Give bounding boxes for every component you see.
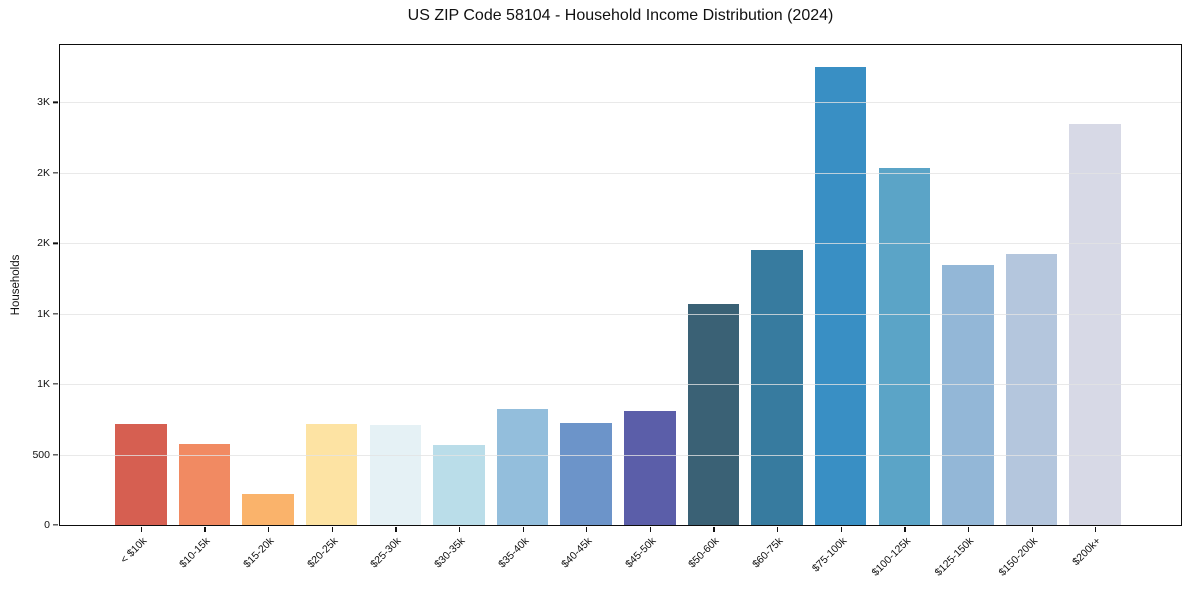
x-tick-label: $200k+ <box>1070 535 1104 569</box>
bar-slot: $150-200k <box>996 45 1064 579</box>
bar-slot: $25-30k <box>364 45 428 570</box>
bar-slot: $125-150k <box>933 45 1000 579</box>
y-tick-label: 0 <box>44 519 50 531</box>
bar <box>751 250 803 525</box>
x-tick-label: $150-200k <box>996 535 1041 579</box>
x-tick-label: $40-45k <box>559 535 595 571</box>
y-tick-mark <box>53 524 59 526</box>
bar <box>814 67 867 525</box>
y-tick-label: 3K <box>37 96 50 109</box>
y-tick-label: 500 <box>32 448 50 461</box>
bar-slot: < $10k <box>109 45 173 566</box>
bar-slot: $20-25k <box>300 45 364 570</box>
y-tick-mark <box>53 383 59 385</box>
bar-slot: $200k+ <box>1063 45 1127 568</box>
x-tick-mark <box>777 526 779 532</box>
bar <box>242 493 294 525</box>
x-tick-label: $50-60k <box>686 535 722 571</box>
bar <box>624 411 676 525</box>
x-tick-mark <box>649 526 652 532</box>
x-tick-label: $75-100k <box>809 535 850 575</box>
x-tick-label: $35-40k <box>495 535 532 571</box>
bar <box>369 425 422 525</box>
bar-slot: $10-15k <box>173 45 237 570</box>
bar-series: < $10k $10-15k $15-20k $20-25k $25-30k $30-35… <box>60 45 1181 579</box>
bar <box>560 422 612 525</box>
x-tick-mark <box>268 526 270 532</box>
x-tick-mark <box>522 526 524 532</box>
bar <box>1005 253 1058 525</box>
x-tick-label: $15-20k <box>241 535 277 571</box>
y-tick-mark <box>53 172 59 174</box>
x-tick-mark <box>586 526 588 532</box>
bar-slot: $50-60k <box>682 45 746 570</box>
y-tick-mark <box>53 242 59 244</box>
y-tick-mark <box>53 453 59 456</box>
chart-title: US ZIP Code 58104 - Household Income Dis… <box>407 7 834 24</box>
x-tick-mark <box>1095 526 1097 532</box>
x-tick-label: $25-30k <box>368 535 404 571</box>
x-tick-label: $125-150k <box>932 535 977 579</box>
x-tick-mark <box>904 526 906 532</box>
plot-area: < $10k $10-15k $15-20k $20-25k $25-30k $30-35… <box>32 44 1182 579</box>
bar <box>115 423 167 525</box>
bar-slot: $60-75k <box>745 45 809 570</box>
x-tick-mark <box>331 526 333 532</box>
x-tick-label: $100-125k <box>869 535 913 579</box>
bar <box>178 443 231 525</box>
y-tick-label: 1K <box>37 307 50 320</box>
bar-slot: $35-40k <box>491 45 555 570</box>
bar <box>305 424 358 525</box>
x-tick-label: $30-35k <box>432 535 468 571</box>
y-tick-label: 2K <box>37 237 50 250</box>
x-tick-label: $60-75k <box>750 535 786 571</box>
y-tick-mark <box>53 313 59 315</box>
y-tick-label: 2K <box>37 166 50 179</box>
bar <box>433 444 485 525</box>
bar <box>878 167 931 525</box>
bar-slot: $100-125k <box>869 45 937 579</box>
y-tick-label: 1K <box>37 378 50 391</box>
x-tick-mark <box>713 526 715 532</box>
bar-slot: $40-45k <box>554 45 618 570</box>
x-tick-label: $45-50k <box>622 535 659 571</box>
bar-slot: $30-35k <box>427 45 491 570</box>
bar <box>1069 123 1121 525</box>
x-tick-mark <box>395 526 397 532</box>
x-tick-mark <box>204 526 206 532</box>
x-tick-label: < $10k <box>118 535 150 566</box>
x-tick-label: $20-25k <box>304 535 341 571</box>
y-axis-title: Households <box>10 254 22 316</box>
bar <box>942 264 994 525</box>
x-tick-mark <box>140 526 143 532</box>
bar <box>496 408 549 525</box>
x-tick-mark <box>840 526 842 532</box>
x-tick-label: $10-15k <box>177 535 213 571</box>
x-tick-mark <box>967 526 970 532</box>
bar-slot: $15-20k <box>236 45 300 570</box>
x-tick-mark <box>458 526 461 532</box>
x-tick-mark <box>1031 526 1033 532</box>
bar-slot: $45-50k <box>618 45 682 570</box>
bar-slot: $75-100k <box>809 45 873 574</box>
bar <box>687 304 740 525</box>
y-tick-mark <box>53 101 59 104</box>
